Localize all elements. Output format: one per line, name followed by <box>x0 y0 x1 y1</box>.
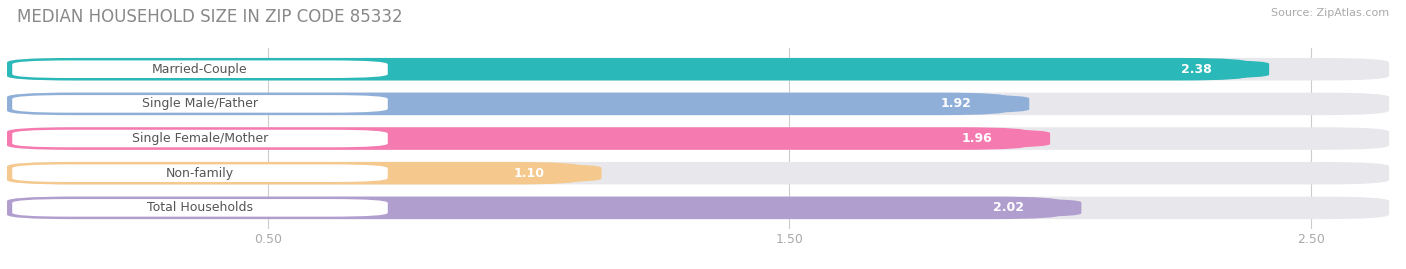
FancyBboxPatch shape <box>13 164 388 182</box>
Text: Non-family: Non-family <box>166 167 233 180</box>
Text: Source: ZipAtlas.com: Source: ZipAtlas.com <box>1271 8 1389 18</box>
FancyBboxPatch shape <box>7 162 1389 185</box>
FancyBboxPatch shape <box>7 93 1008 115</box>
FancyBboxPatch shape <box>13 95 388 113</box>
FancyBboxPatch shape <box>13 61 388 78</box>
Text: Married-Couple: Married-Couple <box>152 63 247 76</box>
FancyBboxPatch shape <box>883 95 1029 113</box>
Text: Single Male/Father: Single Male/Father <box>142 97 259 110</box>
Text: 2.38: 2.38 <box>1181 63 1212 76</box>
FancyBboxPatch shape <box>13 199 388 217</box>
Text: Single Female/Mother: Single Female/Mother <box>132 132 269 145</box>
FancyBboxPatch shape <box>904 130 1050 147</box>
Text: 1.96: 1.96 <box>962 132 993 145</box>
FancyBboxPatch shape <box>7 162 581 185</box>
Text: 1.10: 1.10 <box>513 167 544 180</box>
FancyBboxPatch shape <box>13 130 388 147</box>
Text: Total Households: Total Households <box>148 201 253 214</box>
FancyBboxPatch shape <box>935 199 1081 217</box>
FancyBboxPatch shape <box>7 127 1029 150</box>
FancyBboxPatch shape <box>7 197 1060 219</box>
Text: 2.02: 2.02 <box>993 201 1024 214</box>
Text: MEDIAN HOUSEHOLD SIZE IN ZIP CODE 85332: MEDIAN HOUSEHOLD SIZE IN ZIP CODE 85332 <box>17 8 402 26</box>
FancyBboxPatch shape <box>456 164 602 182</box>
FancyBboxPatch shape <box>7 58 1249 80</box>
Text: 1.92: 1.92 <box>941 97 972 110</box>
FancyBboxPatch shape <box>7 197 1389 219</box>
FancyBboxPatch shape <box>7 127 1389 150</box>
FancyBboxPatch shape <box>7 58 1389 80</box>
FancyBboxPatch shape <box>7 93 1389 115</box>
FancyBboxPatch shape <box>1123 61 1270 78</box>
